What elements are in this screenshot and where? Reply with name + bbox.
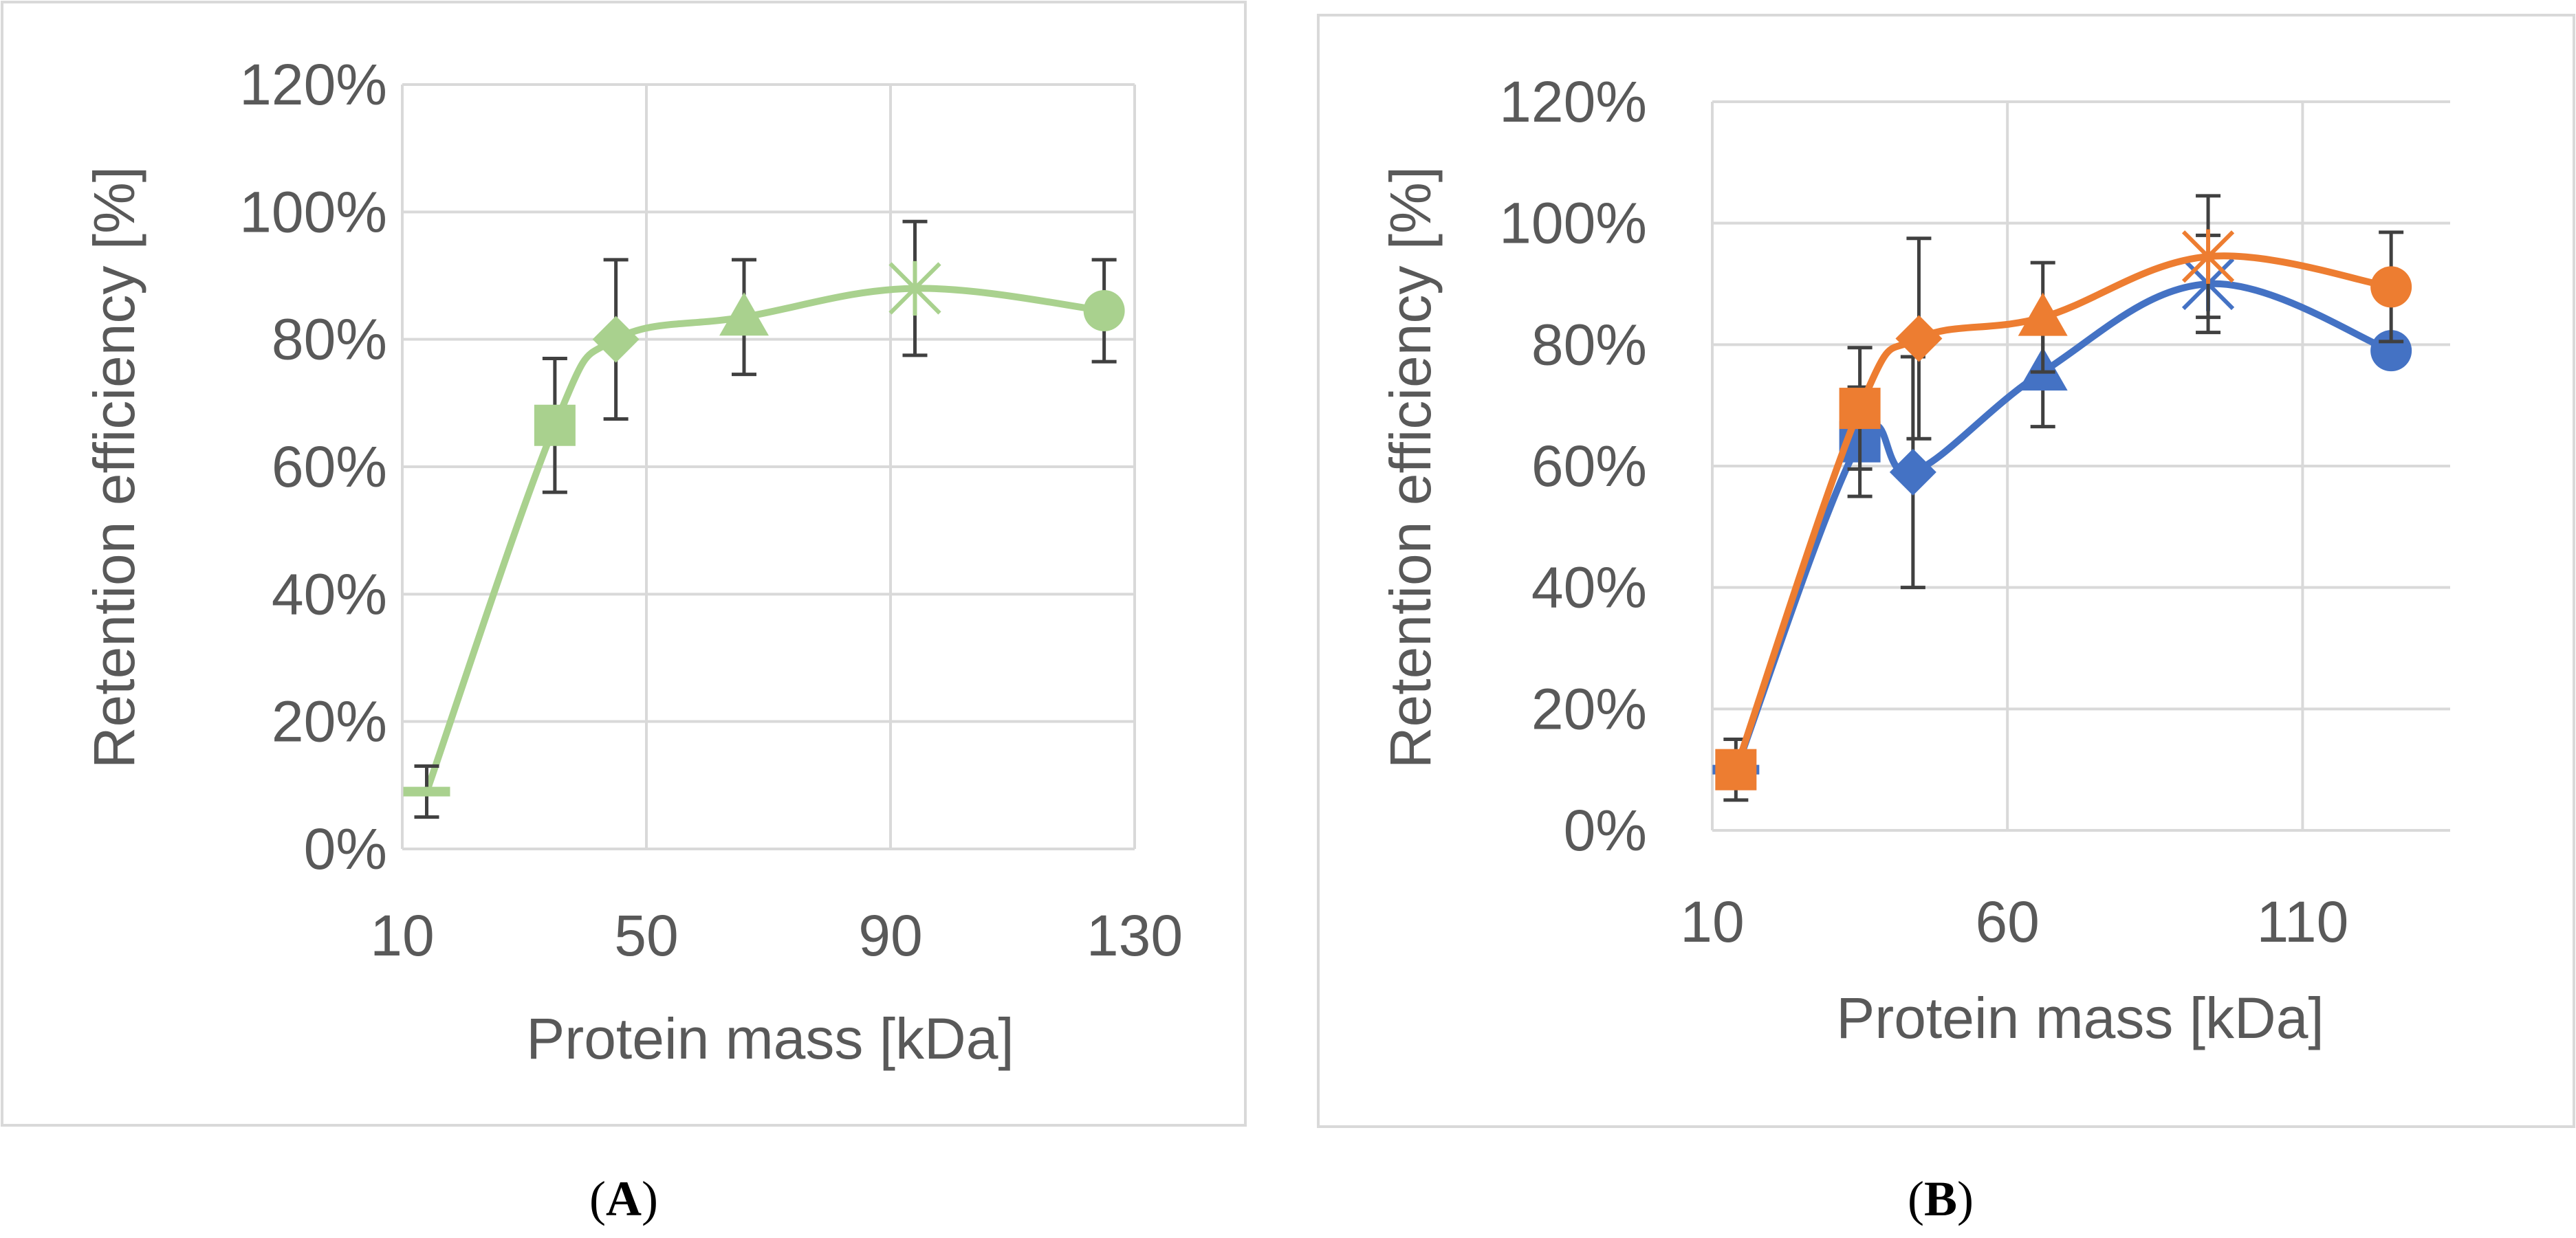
chart-a-series-1-point-square [534,404,576,446]
chart-b-ytick-label: 100% [1499,191,1647,256]
chart-b-series-1-line [1732,280,2395,773]
chart-a-y-axis-title: Retention efficiency [%] [82,166,146,769]
chart-a-ytick-label: 40% [272,562,387,626]
chart-a-xtick-label: 10 [370,903,434,968]
chart-a: 0% 20% 40% 60% 80% 100% 120% 10 50 90 130 Protein m… [82,52,1183,1071]
chart-a-xtick-label: 90 [858,903,922,968]
panel-a-frame [1,1,1247,1127]
chart-b-ytick-label: 20% [1531,676,1647,741]
chart-b-series-1-point-diamond [1889,448,1936,496]
chart-b-series-2-point-star [2181,229,2235,284]
chart-a-x-axis-title: Protein mass [kDa] [526,1006,1014,1071]
chart-b-ytick-label: 60% [1531,434,1647,498]
chart-b-ytick-label: 120% [1499,69,1647,134]
chart-b-ytick-label: 40% [1531,555,1647,620]
chart-b-ytick-label: 80% [1531,312,1647,377]
chart-b-series-2-point-diamond [1895,315,1943,362]
chart-b-series-2-line [1732,252,2395,773]
chart-a-series-1-point-dash [403,786,450,797]
chart-a-ytick-label: 120% [239,52,387,117]
chart-b-y-axis-title: Retention efficiency [%] [1378,166,1443,769]
chart-a-series-1-point-triangle [719,292,769,336]
chart-b-xtick-label: 60 [1975,889,2039,954]
chart-a-xtick-label: 50 [614,903,678,968]
panel-a-label: (A) [589,1171,658,1226]
chart-b-series-2-point-square [1839,388,1881,430]
chart-a-series-1-line [423,285,1108,795]
chart-a-ytick-label: 100% [239,179,387,244]
chart-a-ytick-label: 0% [304,817,387,881]
chart-a-ytick-label: 20% [272,689,387,754]
chart-b-ytick-label: 0% [1564,798,1647,863]
chart-b-xtick-label: 10 [1680,889,1744,954]
chart-b: 0% 20% 40% 60% 80% 100% 120% 10 60 110 Protein mas… [1378,69,2450,1050]
chart-a-ytick-label: 80% [272,307,387,372]
chart-b-series-2-point-circle [2370,266,2412,308]
panel-b-frame [1317,14,2575,1128]
chart-a-xtick-label: 130 [1087,903,1183,968]
chart-a-ytick-label: 60% [272,434,387,499]
chart-b-series-2-point-square [1715,749,1757,791]
panel-b-label: (B) [1908,1171,1974,1226]
chart-b-xtick-label: 110 [2256,889,2348,954]
chart-a-series-1-point-star [888,261,941,316]
chart-b-x-axis-title: Protein mass [kDa] [1836,986,2324,1050]
chart-a-series-1-point-diamond [592,316,640,363]
chart-b-series-2-point-triangle [2018,292,2068,336]
chart-a-series-1-point-circle [1083,289,1125,331]
